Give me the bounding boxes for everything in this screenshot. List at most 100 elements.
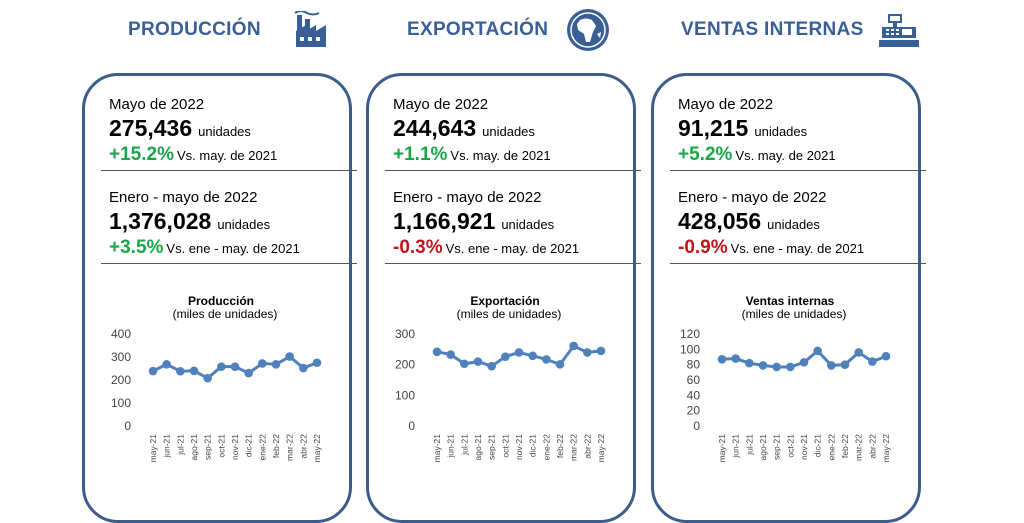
data-point: [745, 358, 754, 368]
ytd-compare: Vs. ene - may. de 2021: [730, 241, 865, 256]
x-tick-label: jul-21: [459, 434, 469, 456]
month-compare: Vs. may. de 2021: [450, 148, 551, 163]
section-title: VENTAS INTERNAS: [681, 19, 864, 40]
chart-title: Exportación: [470, 294, 539, 308]
y-tick-label: 0: [693, 419, 700, 433]
data-point: [460, 359, 469, 369]
x-tick-label: dic-21: [528, 434, 538, 457]
month-compare: Vs. may. de 2021: [176, 148, 278, 163]
month-value: 275,436: [109, 115, 193, 141]
x-tick-label: dic-21: [244, 434, 254, 457]
y-tick-label: 80: [687, 358, 701, 372]
x-tick-label: oct-21: [216, 434, 226, 458]
header-ventas-internas: VENTAS INTERNAS: [681, 0, 920, 60]
x-tick-label: may-21: [717, 434, 727, 463]
y-tick-label: 0: [408, 419, 415, 433]
x-tick-label: ago-21: [189, 434, 199, 461]
month-value: 244,643: [393, 115, 477, 141]
data-point: [189, 366, 199, 376]
data-point: [813, 346, 822, 356]
x-tick-label: dic-21: [813, 434, 823, 457]
x-tick-label: feb-22: [271, 434, 281, 458]
divider: [670, 263, 926, 264]
x-tick-label: nov-21: [514, 434, 524, 460]
y-tick-label: 100: [111, 396, 131, 410]
header-produccion: PRODUCCIÓN: [128, 0, 333, 60]
data-point: [555, 360, 565, 369]
data-point: [717, 355, 727, 364]
divider: [385, 170, 641, 171]
ytd-value: 1,166,921: [393, 208, 496, 234]
factory-icon: [293, 11, 333, 49]
y-tick-label: 20: [687, 404, 701, 418]
month-compare: Vs. may. de 2021: [735, 148, 836, 163]
data-point: [827, 361, 836, 370]
month-value: 91,215: [678, 115, 749, 141]
y-tick-label: 300: [111, 350, 131, 364]
chart-title: Ventas internas: [746, 294, 835, 308]
ytd-change: +3.5%: [109, 237, 164, 258]
x-tick-label: abr-22: [867, 434, 877, 459]
y-tick-label: 0: [124, 419, 131, 433]
ytd-value: 428,056: [678, 208, 762, 234]
y-tick-label: 120: [680, 327, 700, 341]
data-point: [542, 355, 551, 364]
x-tick-label: ago-21: [758, 434, 768, 461]
x-tick-label: may-21: [148, 434, 158, 463]
data-point: [299, 363, 308, 373]
cash-register-icon: [878, 12, 920, 48]
y-tick-label: 200: [395, 358, 415, 372]
chart-title: Producción: [188, 294, 254, 308]
data-point: [799, 358, 809, 367]
data-point: [758, 361, 768, 370]
data-point: [772, 362, 781, 372]
data-point: [258, 359, 267, 368]
month-period: Mayo de 2022: [109, 96, 205, 113]
x-tick-label: may-22: [596, 434, 606, 463]
data-point: [203, 373, 212, 383]
month-unit: unidades: [198, 124, 251, 139]
y-tick-label: 100: [680, 342, 700, 356]
data-point: [514, 348, 524, 357]
x-tick-label: sep-21: [203, 434, 213, 460]
month-change: +15.2%: [109, 144, 174, 165]
produccion-chart: Producción (miles de unidades) 0 100 200 30…: [111, 294, 322, 463]
x-tick-label: ene-22: [257, 434, 267, 461]
x-tick-label: feb-22: [840, 434, 850, 458]
ytd-summary: Enero - mayo de 2022 1,166,921 unidades -…: [393, 189, 625, 259]
x-tick-label: oct-21: [500, 434, 510, 458]
ytd-summary: Enero - mayo de 2022 428,056 unidades -0.…: [678, 189, 910, 259]
ytd-change: -0.9%: [678, 237, 728, 258]
month-period: Mayo de 2022: [393, 96, 489, 113]
x-tick-label: jul-21: [744, 434, 754, 456]
data-point: [487, 361, 496, 371]
month-unit: unidades: [482, 124, 535, 139]
ytd-unit: unidades: [501, 217, 555, 232]
data-point: [473, 357, 483, 366]
x-tick-label: ene-22: [541, 434, 551, 461]
divider: [101, 263, 357, 264]
data-point: [148, 366, 158, 376]
y-tick-label: 400: [111, 327, 131, 341]
ytd-period: Enero - mayo de 2022: [678, 189, 827, 206]
data-point: [840, 360, 850, 369]
divider: [385, 263, 641, 264]
x-tick-label: may-22: [881, 434, 891, 463]
header-exportacion: EXPORTACIÓN: [407, 0, 610, 60]
y-tick-label: 300: [395, 327, 415, 341]
x-tick-label: mar-22: [854, 434, 864, 461]
chart-subtitle: (miles de unidades): [742, 307, 847, 321]
month-period: Mayo de 2022: [678, 96, 774, 113]
data-point: [217, 362, 226, 371]
data-point: [501, 352, 510, 361]
panel-ventas-internas: Mayo de 2022 91,215 unidades +5.2% Vs. may…: [651, 73, 926, 523]
data-point: [230, 362, 240, 371]
ytd-unit: unidades: [217, 217, 271, 232]
month-summary: Mayo de 2022 91,215 unidades +5.2% Vs. may…: [678, 96, 910, 166]
month-summary: Mayo de 2022 275,436 unidades +15.2% Vs. m…: [109, 96, 341, 166]
x-tick-label: may-22: [312, 434, 322, 463]
month-change: +1.1%: [393, 144, 448, 165]
x-tick-label: feb-22: [555, 434, 565, 458]
ventas-internas-chart: Ventas internas (miles de unidades) 020 4…: [680, 294, 891, 463]
ytd-unit: unidades: [767, 217, 820, 232]
